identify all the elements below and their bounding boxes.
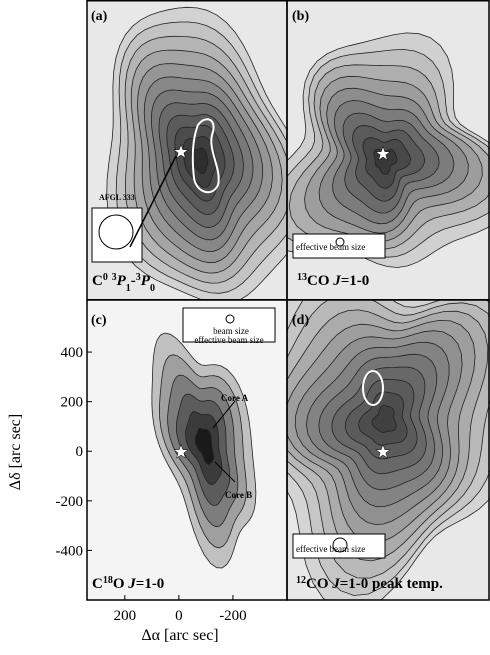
beam-label: effective beam size [296,544,365,554]
y-tick-label: 400 [61,345,84,361]
panel-title: 13CO J=1-0 [297,272,369,290]
panel-title: 12CO J=1-0 peak temp. [296,575,443,593]
x-tick-label: 0 [175,608,183,624]
x-tick-label: 200 [114,608,137,624]
y-axis-label: Δδ [arc sec] [7,414,24,490]
title-part: P [117,273,127,289]
beam-box [292,533,386,559]
peak-contour [191,118,220,194]
contour-map [287,0,490,300]
title-part: =1-0 [341,273,370,289]
core-label: Core A [221,393,249,403]
y-tick-label: -200 [56,494,84,510]
title-part: P [141,273,151,289]
contour [371,405,397,433]
y-tick-label: 0 [76,444,84,460]
title-part: 3 [136,272,141,283]
title-part: CO [306,576,332,592]
title-part: J [127,576,136,592]
beam [332,537,348,553]
contour [194,427,215,465]
contour-map [87,0,287,300]
title-part: CO [307,273,333,289]
x-axis-label: Δα [arc sec] [141,627,218,644]
beam [335,237,345,247]
panel-label: (c) [91,313,107,328]
core-label: Core B [225,490,252,500]
title-part: O [113,576,128,592]
peak-contour [362,370,384,406]
beam-label: effective beam size [194,335,263,345]
arrow [129,155,177,248]
y-tick-label: 200 [61,395,84,411]
title-part: 3 [112,272,117,283]
source-label: AFGL 333 [99,193,135,202]
title-part: C [92,576,103,592]
star [375,145,391,161]
arrow [212,400,236,429]
title-part: 13 [297,272,307,283]
contour [373,148,398,175]
panel-label: (a) [91,9,108,24]
title-part: 18 [103,575,113,586]
title-part: 12 [296,575,306,586]
title-part: 0 [103,272,108,283]
beam-label: effective beam size [296,242,365,252]
title-part: C [92,273,103,289]
title-part: - [131,273,136,289]
beam-box [182,307,276,343]
panel-title: C0 3P1-3P0 [92,272,155,294]
title-part: =1-0 peak temp. [340,576,443,592]
title-part: J [332,273,341,289]
beam [98,214,134,250]
title-part: 1 [126,283,131,294]
contour-map [87,300,287,600]
star [173,143,189,159]
title-part: 0 [150,283,155,294]
x-tick-label: -200 [219,608,247,624]
arrow [214,461,236,483]
beam-label: beam size [213,326,249,336]
title-part: J [331,576,340,592]
panel-frame [286,299,490,601]
title-part: =1-0 [136,576,165,592]
star [173,443,189,459]
panel-label: (d) [292,313,309,328]
panel-title: C18O J=1-0 [92,575,164,593]
beam [225,314,235,324]
y-tick-label: -400 [56,543,84,559]
panel-label: (b) [292,9,309,24]
star [375,443,391,459]
